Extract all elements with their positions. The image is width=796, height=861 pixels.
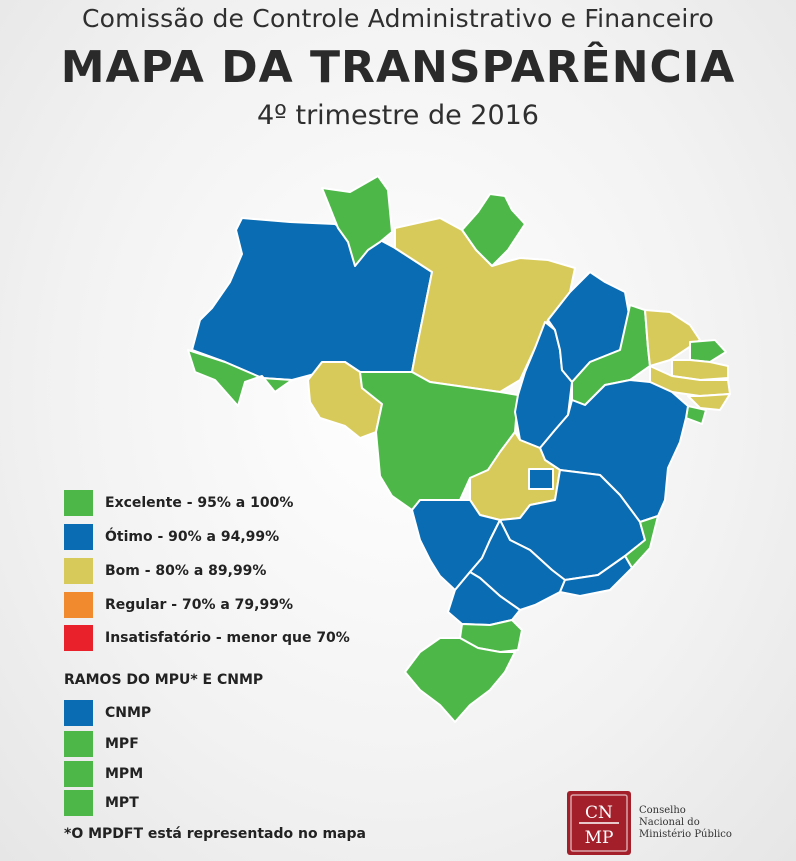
legend-label: Regular - 70% a 79,99%: [105, 597, 293, 613]
legend-swatch: [64, 490, 93, 516]
ramos-item-mpt: MPT: [64, 790, 139, 816]
state-rj[interactable]: [559, 555, 633, 597]
legend-label: Excelente - 95% a 100%: [105, 495, 294, 511]
state-sp[interactable]: [469, 519, 566, 611]
state-ap[interactable]: [461, 193, 526, 267]
footnote: *O MPDFT está representado no mapa: [64, 826, 366, 842]
ramos-swatch: [64, 731, 93, 757]
header-subtitle: Comissão de Controle Administrativo e Fi…: [82, 4, 714, 33]
logo-line-1: Conselho: [639, 805, 686, 816]
logo-line-3: Ministério Público: [639, 829, 732, 840]
cnmp-logo: CN MP Conselho Nacional do Ministério Pú…: [567, 791, 732, 855]
legend-swatch: [64, 592, 93, 618]
logo-mark-bottom: MP: [585, 828, 614, 848]
state-rr[interactable]: [321, 175, 393, 267]
state-ro[interactable]: [307, 361, 383, 439]
ramos-swatch: [64, 700, 93, 726]
state-se[interactable]: [685, 405, 707, 425]
legend-label: Bom - 80% a 89,99%: [105, 563, 267, 579]
ramos-title: RAMOS DO MPU* E CNMP: [64, 672, 264, 688]
cnmp-logo-text: Conselho Nacional do Ministério Público: [639, 805, 732, 841]
ramos-swatch: [64, 790, 93, 816]
legend-item-bom: Bom - 80% a 89,99%: [64, 558, 266, 584]
logo-mark-top: CN: [585, 803, 613, 823]
state-al[interactable]: [687, 393, 731, 411]
cnmp-logo-mark: CN MP: [567, 791, 631, 855]
legend-label: Insatisfatório - menor que 70%: [105, 630, 350, 646]
state-pr[interactable]: [447, 571, 521, 626]
state-ce[interactable]: [644, 309, 701, 367]
legend-item-insatisfatorio: Insatisfatório - menor que 70%: [64, 625, 350, 651]
legend-item-excelente: Excelente - 95% a 100%: [64, 490, 293, 516]
legend-label: Ótimo - 90% a 94,99%: [105, 529, 280, 545]
ramos-label: MPF: [105, 736, 139, 752]
state-ac[interactable]: [187, 349, 293, 407]
state-rs[interactable]: [404, 637, 516, 723]
legend-item-otimo: Ótimo - 90% a 94,99%: [64, 524, 279, 550]
legend-item-regular: Regular - 70% a 79,99%: [64, 592, 293, 618]
state-df[interactable]: [528, 468, 554, 490]
ramos-swatch: [64, 761, 93, 787]
ramos-label: MPT: [105, 795, 139, 811]
period-label: 4º trimestre de 2016: [257, 100, 539, 131]
page-title: MAPA DA TRANSPARÊNCIA: [60, 42, 736, 93]
state-mt[interactable]: [359, 371, 519, 511]
ramos-item-cnmp: CNMP: [64, 700, 151, 726]
ramos-item-mpm: MPM: [64, 761, 143, 787]
ramos-label: CNMP: [105, 705, 152, 721]
ramos-item-mpf: MPF: [64, 731, 139, 757]
cnmp-monogram: CN MP: [570, 794, 628, 852]
logo-line-2: Nacional do: [639, 817, 700, 828]
legend-swatch: [64, 625, 93, 651]
legend-swatch: [64, 524, 93, 550]
ramos-label: MPM: [105, 766, 144, 782]
legend-swatch: [64, 558, 93, 584]
state-rn[interactable]: [689, 339, 727, 363]
